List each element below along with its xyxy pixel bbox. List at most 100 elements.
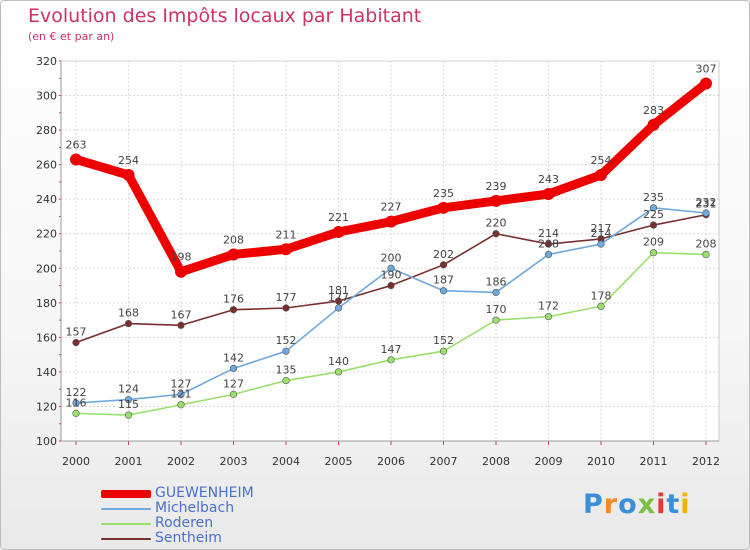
data-label-michelbach: 152	[276, 334, 297, 347]
data-label-roderen: 172	[538, 300, 559, 313]
data-label-guewenheim: 243	[538, 173, 559, 186]
x-tick-label: 2003	[220, 455, 248, 468]
x-tick-label: 2000	[62, 455, 90, 468]
data-label-guewenheim: 307	[696, 62, 717, 75]
data-point-roderen	[334, 368, 343, 376]
data-point-roderen	[597, 302, 605, 310]
data-label-guewenheim: 254	[591, 154, 612, 167]
data-label-sentheim: 190	[381, 269, 402, 282]
data-point-sentheim	[177, 321, 185, 329]
data-label-michelbach: 142	[223, 351, 244, 364]
legend-item-roderen: Roderen	[101, 516, 254, 531]
data-point-michelbach	[177, 390, 185, 398]
data-label-michelbach: 187	[433, 274, 454, 287]
data-point-sentheim	[124, 319, 133, 328]
data-label-sentheim: 167	[171, 308, 192, 321]
data-label-guewenheim: 263	[66, 138, 87, 151]
data-point-roderen	[72, 409, 80, 417]
data-label-sentheim: 214	[538, 227, 559, 240]
legend-swatch	[101, 489, 151, 498]
data-label-michelbach: 186	[486, 275, 507, 288]
chart-subtitle: (en € et par an)	[28, 30, 115, 43]
data-label-roderen: 127	[223, 377, 244, 390]
data-point-guewenheim	[385, 215, 397, 228]
data-point-guewenheim	[70, 153, 82, 166]
y-tick-label: 300	[36, 90, 57, 103]
y-tick-label: 160	[36, 331, 57, 344]
data-point-michelbach	[597, 240, 605, 248]
x-tick-label: 2002	[167, 455, 195, 468]
y-tick-label: 200	[36, 262, 57, 275]
data-label-michelbach: 235	[643, 191, 664, 204]
data-point-roderen	[124, 411, 133, 419]
data-point-michelbach	[702, 209, 710, 217]
x-tick-label: 2008	[482, 455, 510, 468]
data-point-guewenheim	[647, 118, 660, 131]
data-point-guewenheim	[175, 265, 187, 278]
data-point-michelbach	[439, 287, 448, 295]
data-label-roderen: 209	[643, 236, 664, 249]
data-point-guewenheim	[700, 77, 712, 90]
data-label-sentheim: 181	[328, 284, 349, 297]
data-label-roderen: 152	[433, 334, 454, 347]
data-label-roderen: 170	[486, 303, 507, 316]
brand-letter: P	[583, 489, 604, 520]
data-point-michelbach	[124, 395, 133, 404]
data-label-guewenheim: 221	[328, 211, 349, 224]
data-point-michelbach	[649, 204, 658, 212]
data-point-sentheim	[544, 240, 553, 248]
brand-letter: r	[603, 489, 619, 520]
brand-logo: Proxiti	[583, 489, 691, 520]
data-point-roderen	[229, 390, 238, 398]
y-tick-label: 320	[36, 55, 57, 68]
data-point-michelbach	[387, 264, 395, 272]
data-label-sentheim: 157	[66, 326, 87, 339]
data-point-roderen	[649, 249, 658, 257]
data-point-sentheim	[649, 221, 658, 229]
data-point-sentheim	[229, 306, 238, 314]
data-point-michelbach	[72, 399, 80, 407]
data-point-sentheim	[282, 304, 290, 312]
data-point-guewenheim	[437, 201, 450, 214]
y-tick-label: 180	[36, 297, 57, 310]
x-tick-label: 2012	[692, 455, 720, 468]
data-label-guewenheim: 227	[381, 201, 402, 214]
brand-letter: x	[637, 489, 657, 520]
data-label-guewenheim: 254	[118, 154, 139, 167]
data-point-guewenheim	[595, 169, 607, 181]
brand-letter: i	[656, 489, 667, 520]
data-label-guewenheim: 239	[486, 180, 507, 193]
data-point-guewenheim	[227, 248, 240, 261]
legend-swatch	[101, 522, 151, 525]
data-point-guewenheim	[542, 188, 555, 200]
y-tick-label: 100	[36, 435, 57, 448]
brand-letter: i	[680, 489, 691, 520]
data-label-michelbach: 200	[381, 251, 402, 264]
data-point-michelbach	[492, 288, 500, 297]
data-point-michelbach	[229, 364, 238, 373]
data-point-roderen	[387, 356, 395, 364]
data-label-roderen: 116	[66, 396, 87, 409]
data-point-roderen	[177, 401, 185, 409]
x-tick-label: 2004	[272, 455, 300, 468]
data-label-michelbach: 127	[171, 377, 192, 390]
legend-item-michelbach: Michelbach	[101, 501, 254, 516]
data-point-roderen	[702, 250, 710, 259]
legend-swatch	[101, 537, 151, 540]
data-point-roderen	[282, 376, 290, 385]
legend-swatch	[101, 507, 151, 510]
data-point-sentheim	[334, 297, 343, 305]
data-label-michelbach: 214	[591, 227, 612, 240]
data-point-roderen	[544, 313, 553, 321]
x-tick-label: 2005	[325, 455, 353, 468]
data-label-guewenheim: 211	[276, 228, 297, 241]
data-label-guewenheim: 208	[223, 233, 244, 246]
legend-label: Roderen	[155, 515, 214, 531]
data-point-guewenheim	[122, 169, 135, 181]
data-label-michelbach: 122	[66, 386, 87, 399]
data-label-sentheim: 177	[276, 291, 297, 304]
data-label-roderen: 135	[276, 364, 297, 377]
data-label-michelbach: 232	[696, 196, 717, 209]
data-label-roderen: 208	[696, 237, 717, 250]
